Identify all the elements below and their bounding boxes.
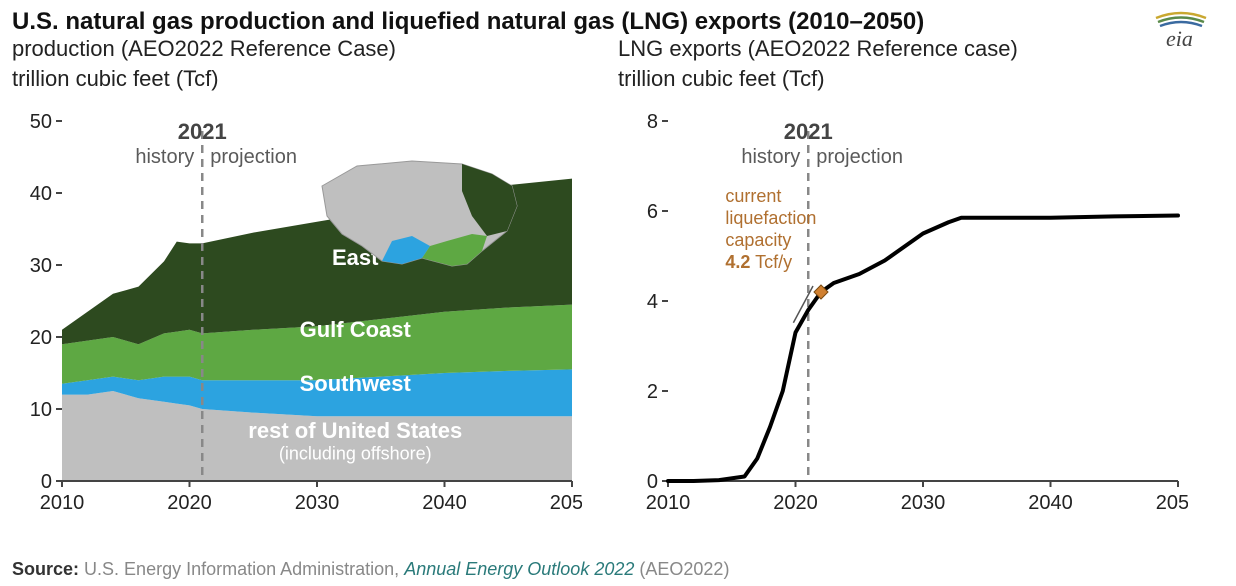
svg-text:2040: 2040	[422, 492, 467, 514]
source-line: Source: U.S. Energy Information Administ…	[12, 559, 729, 580]
svg-text:0: 0	[41, 471, 52, 493]
svg-text:6: 6	[647, 201, 658, 223]
svg-text:(including offshore): (including offshore)	[279, 443, 432, 463]
svg-text:projection: projection	[816, 146, 903, 168]
svg-text:liquefaction: liquefaction	[725, 208, 816, 228]
svg-text:2050: 2050	[1156, 492, 1188, 514]
svg-text:2021: 2021	[178, 119, 227, 144]
svg-text:Southwest: Southwest	[300, 371, 412, 396]
exports-panel: LNG exports (AEO2022 Reference case) tri…	[618, 36, 1224, 521]
svg-text:Gulf Coast: Gulf Coast	[300, 317, 412, 342]
svg-text:2030: 2030	[295, 492, 340, 514]
chart-title: U.S. natural gas production and liquefie…	[0, 0, 1236, 36]
svg-text:2020: 2020	[773, 492, 818, 514]
svg-text:rest of United States: rest of United States	[248, 418, 462, 443]
svg-text:2040: 2040	[1028, 492, 1073, 514]
svg-text:30: 30	[30, 255, 52, 277]
svg-text:projection: projection	[210, 146, 297, 168]
svg-text:4: 4	[647, 291, 658, 313]
svg-text:50: 50	[30, 111, 52, 133]
svg-text:history: history	[135, 146, 194, 168]
right-unit: trillion cubic feet (Tcf)	[618, 66, 1224, 92]
svg-text:10: 10	[30, 399, 52, 421]
svg-text:2050: 2050	[550, 492, 582, 514]
svg-text:4.2 Tcf/y: 4.2 Tcf/y	[725, 252, 792, 272]
svg-text:20: 20	[30, 327, 52, 349]
svg-text:8: 8	[647, 111, 658, 133]
exports-chart: 0 2 4 6 8 2010 2020 2030 2040 2050 2021history proj…	[618, 101, 1188, 521]
left-subtitle: production (AEO2022 Reference Case)	[12, 36, 618, 62]
svg-text:capacity: capacity	[725, 230, 791, 250]
svg-text:history: history	[741, 146, 800, 168]
svg-text:2020: 2020	[167, 492, 212, 514]
svg-text:2: 2	[647, 381, 658, 403]
svg-text:40: 40	[30, 183, 52, 205]
left-unit: trillion cubic feet (Tcf)	[12, 66, 618, 92]
svg-text:2021: 2021	[784, 119, 833, 144]
svg-text:current: current	[725, 186, 781, 206]
right-subtitle: LNG exports (AEO2022 Reference case)	[618, 36, 1224, 62]
svg-text:2010: 2010	[646, 492, 691, 514]
svg-text:2010: 2010	[40, 492, 85, 514]
us-region-map	[312, 146, 532, 276]
production-panel: production (AEO2022 Reference Case) tril…	[12, 36, 618, 521]
svg-text:0: 0	[647, 471, 658, 493]
svg-text:2030: 2030	[901, 492, 946, 514]
